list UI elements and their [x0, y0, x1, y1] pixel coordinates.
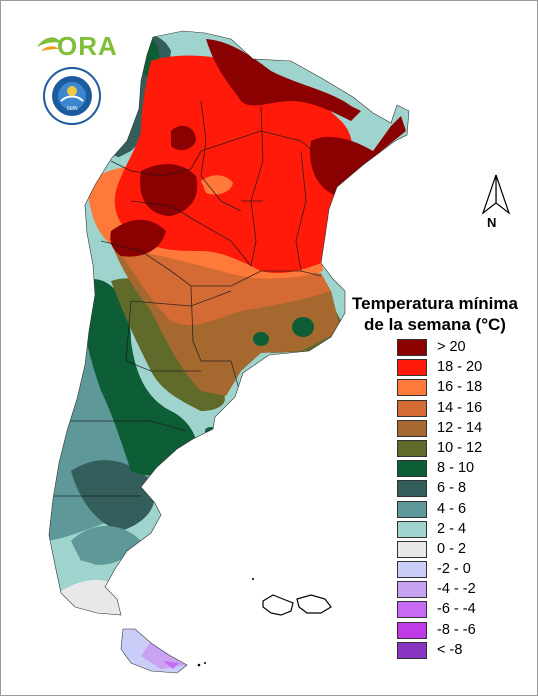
legend-swatch [397, 399, 427, 417]
north-arrow-icon [481, 174, 511, 215]
ora-logo-text: ORA [57, 31, 118, 61]
legend-swatch [397, 339, 427, 356]
legend-label: 10 - 12 [437, 439, 483, 456]
legend-label: 2 - 4 [437, 520, 467, 537]
legend-label: 18 - 20 [437, 359, 483, 376]
legend-label: 14 - 16 [437, 399, 483, 416]
legend-label: 6 - 8 [437, 480, 467, 497]
argentina-outline [48, 30, 410, 616]
legend-swatch [397, 561, 427, 579]
legend-label: -2 - 0 [437, 561, 471, 578]
legend-label: 12 - 14 [437, 419, 483, 436]
legend-swatch [397, 460, 427, 478]
small-islands [197, 578, 254, 667]
legend-swatch [397, 379, 427, 397]
legend-swatch [397, 520, 427, 538]
legend-label: 4 - 6 [437, 500, 467, 517]
ora-sun-leaf-icon [37, 37, 61, 51]
malvinas-islands [262, 594, 332, 616]
meteorological-service-seal-icon: SMN [43, 67, 101, 125]
legend-label: 16 - 18 [437, 379, 483, 396]
legend-swatch [397, 480, 427, 498]
ora-logo: ORA [35, 29, 117, 63]
legend-swatch [397, 359, 427, 377]
legend-swatch [397, 419, 427, 437]
legend-label: > 20 [437, 339, 466, 355]
legend-title: Temperatura mínima de la semana (°C) [335, 293, 535, 335]
legend-label: 0 - 2 [437, 540, 467, 557]
legend-swatch [397, 581, 427, 599]
legend-label: -8 - -6 [437, 621, 476, 638]
legend-label: < -8 [437, 641, 463, 658]
north-letter: N [487, 215, 497, 230]
legend-title-line2: de la semana (°C) [364, 315, 506, 334]
legend-swatch [397, 540, 427, 558]
tierra-del-fuego-outline [120, 628, 188, 674]
legend-swatch [397, 439, 427, 457]
legend-label: -4 - -2 [437, 581, 476, 598]
svg-text:SMN: SMN [66, 106, 78, 112]
legend-label: 8 - 10 [437, 460, 475, 477]
legend-swatch [397, 601, 427, 619]
legend-swatch [397, 621, 427, 639]
north-arrow: N [479, 173, 513, 231]
tierra-del-fuego [121, 629, 187, 673]
legend-title-line1: Temperatura mínima [352, 294, 518, 313]
legend-swatch [397, 500, 427, 518]
legend-label: -6 - -4 [437, 601, 476, 618]
legend-swatch [397, 641, 427, 659]
